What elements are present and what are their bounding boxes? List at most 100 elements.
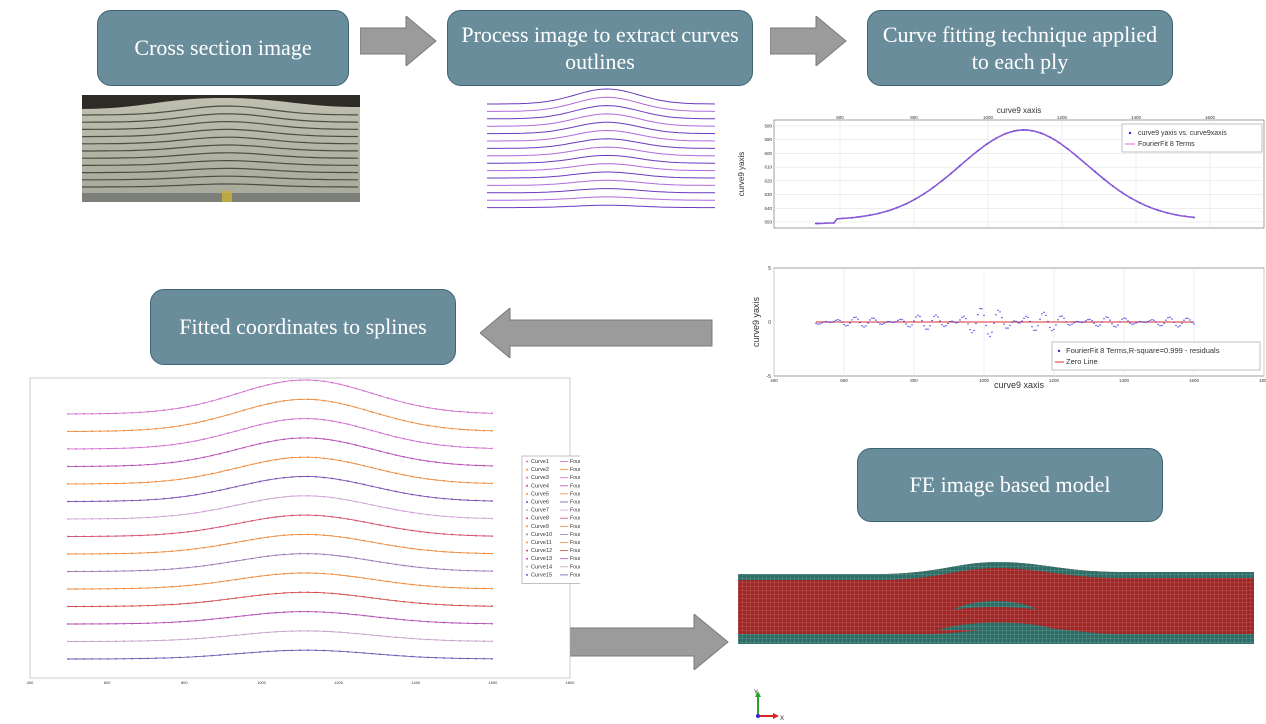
outline-curve xyxy=(487,96,716,112)
res-plot-point xyxy=(1133,323,1135,325)
fit-plot-legend-item: FourierFit 8 Terms xyxy=(1138,141,1195,148)
res-plot-point xyxy=(1049,326,1051,329)
res-plot-point xyxy=(1091,320,1093,322)
res-plot-point xyxy=(1103,318,1105,320)
res-plot-point xyxy=(1009,324,1011,327)
res-plot-point xyxy=(1191,321,1193,323)
res-plot-point xyxy=(1035,329,1037,331)
spl-plot-series xyxy=(68,591,492,607)
res-plot-point xyxy=(1065,321,1067,323)
res-plot-point xyxy=(901,318,903,321)
res-plot-point xyxy=(881,323,883,325)
res-plot-point xyxy=(1095,324,1097,327)
spl-plot-legend-name: Curve8 xyxy=(531,516,549,522)
fit-plot-legend-marker xyxy=(1128,131,1132,135)
spl-plot-legend-fit: FourierFit 5 Terms,R-square=0.999 xyxy=(570,467,580,473)
res-plot-xtick: 800 xyxy=(910,378,918,383)
res-plot-xtick: 1000 xyxy=(979,378,990,383)
spl-plot-legend-fit: FourierFit 5 Terms,R-square=0.999 xyxy=(570,491,580,497)
res-plot-point xyxy=(1123,317,1125,319)
triad-y-label: Y xyxy=(754,690,758,696)
outline-curve xyxy=(487,179,715,186)
res-plot-point xyxy=(903,320,905,322)
res-plot-point xyxy=(991,331,993,333)
res-plot-point xyxy=(1073,322,1075,324)
res-plot-point xyxy=(1041,313,1043,315)
ply-line xyxy=(82,160,359,166)
ply-line xyxy=(82,128,358,138)
res-plot-point xyxy=(1177,326,1179,328)
res-plot-point xyxy=(969,329,971,331)
res-plot-point xyxy=(1179,325,1181,327)
ply-line xyxy=(82,105,358,116)
spl-plot-series xyxy=(67,495,493,520)
outline-curve xyxy=(487,121,716,135)
res-plot-point xyxy=(1033,329,1035,332)
spl-plot-legend-fit: FourierFit 5 Terms,R-square=0.998 xyxy=(570,548,580,554)
res-plot-point xyxy=(941,324,943,326)
fit-plot-title: curve9 xaxis xyxy=(997,106,1041,115)
spl-plot-legend-name: Curve4 xyxy=(531,483,549,489)
res-plot-point xyxy=(921,320,923,322)
res-plot-point xyxy=(1185,317,1187,319)
res-plot-point xyxy=(1127,320,1129,322)
res-plot-point xyxy=(951,320,953,322)
res-plot-point xyxy=(1017,322,1019,324)
res-plot-point xyxy=(1051,329,1053,332)
extracted-curves-outlines xyxy=(487,88,716,209)
res-plot-point xyxy=(997,309,999,312)
res-plot-point xyxy=(1167,317,1169,319)
spl-plot-series xyxy=(68,649,492,660)
spl-plot-legend-marker xyxy=(526,541,528,544)
res-plot-point xyxy=(829,321,831,324)
fit-plot-ytick: 640 xyxy=(764,206,772,211)
fit-plot-ytick: 600 xyxy=(764,151,772,156)
outline-curve xyxy=(487,105,716,120)
res-plot-point xyxy=(1111,323,1113,325)
res-plot-point xyxy=(1181,322,1183,324)
res-plot-point xyxy=(863,326,865,328)
res-plot-point xyxy=(855,316,857,318)
res-plot-point xyxy=(1013,320,1015,322)
spl-plot-legend-fit: FourierFit 5 Terms,R-square=0.999 xyxy=(570,532,580,538)
res-plot-point xyxy=(1001,317,1003,319)
res-plot-point xyxy=(1083,321,1085,323)
spl-plot-xtick: 1200 xyxy=(334,680,344,685)
spl-plot-legend-marker xyxy=(526,557,528,560)
res-plot-point xyxy=(1023,317,1025,319)
res-plot-point xyxy=(961,316,963,318)
res-plot-point xyxy=(889,321,891,323)
res-plot-xlabel: curve9 xaxis xyxy=(994,380,1045,390)
res-plot-point xyxy=(955,322,957,324)
spl-plot-legend-marker xyxy=(526,533,528,536)
res-plot-point xyxy=(1043,311,1045,313)
ply-line xyxy=(82,167,359,174)
fit-plot-xtick: 1600 xyxy=(1205,115,1216,120)
res-plot-point xyxy=(835,319,837,321)
splines-plot: 400 600 800 1000 1200 1400 1600 1800 Curve1 Fouri… xyxy=(27,377,580,685)
spl-plot-legend-marker xyxy=(526,573,528,576)
res-plot-point xyxy=(893,321,895,324)
fit-plot-ytick: 610 xyxy=(764,165,772,170)
spl-plot-legend-marker xyxy=(526,517,528,520)
res-plot-point xyxy=(979,307,981,310)
step-curve-fitting-label: Curve fitting technique applied to each … xyxy=(882,21,1158,75)
res-plot-point xyxy=(1117,324,1119,326)
spl-plot-xtick: 1400 xyxy=(411,680,421,685)
res-plot-point xyxy=(905,323,907,325)
res-plot-point xyxy=(1145,321,1147,323)
res-plot-point xyxy=(833,320,835,323)
res-plot-point xyxy=(843,323,845,326)
spl-plot-series xyxy=(68,630,493,642)
res-plot-point xyxy=(1187,317,1189,319)
res-plot-point xyxy=(1161,324,1163,327)
res-plot-point xyxy=(993,322,995,325)
res-plot-point xyxy=(865,325,867,327)
res-plot-point xyxy=(815,322,817,324)
res-plot-point xyxy=(823,321,825,323)
arrow-right-2 xyxy=(770,16,847,66)
spl-plot-legend-name: Curve12 xyxy=(531,548,552,554)
res-plot-point xyxy=(1059,315,1061,318)
spl-plot-legend-name: Curve11 xyxy=(531,540,552,546)
res-plot-point xyxy=(963,315,965,317)
